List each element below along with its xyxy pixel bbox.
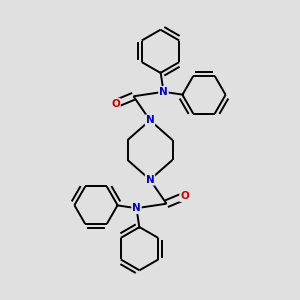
Text: N: N — [146, 115, 154, 125]
Text: O: O — [111, 99, 120, 109]
Text: N: N — [132, 203, 141, 213]
Text: N: N — [146, 175, 154, 185]
Text: O: O — [180, 191, 189, 201]
Text: N: N — [159, 87, 168, 97]
